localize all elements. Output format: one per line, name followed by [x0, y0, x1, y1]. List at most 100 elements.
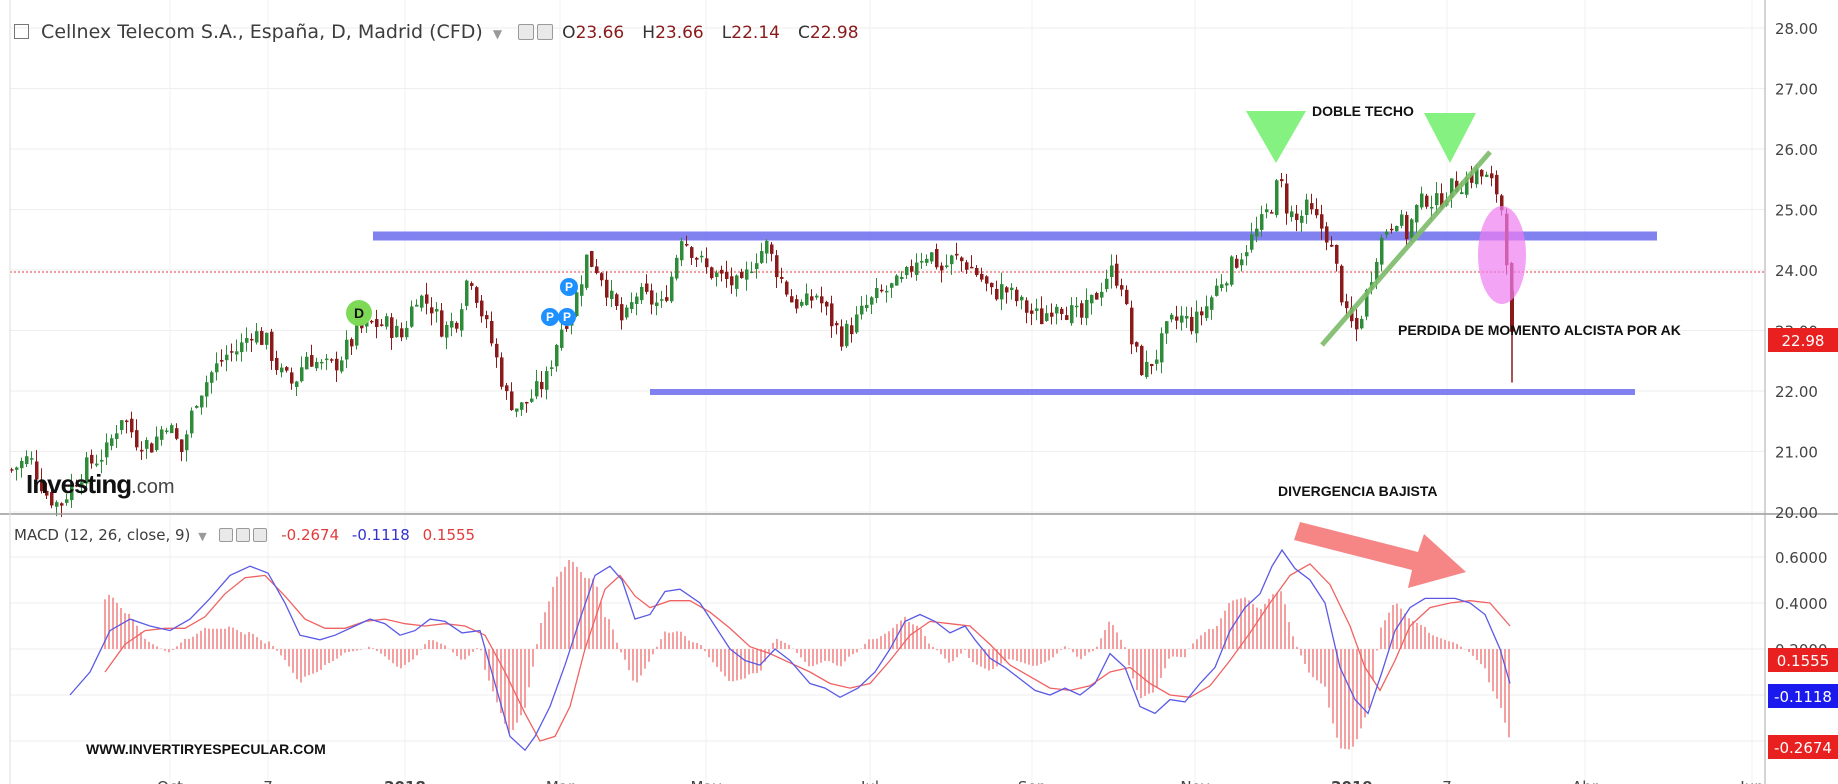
candle-body [405, 327, 409, 338]
candle-body [630, 302, 634, 310]
candle-body [190, 410, 194, 434]
chevron-down-icon[interactable]: ▼ [492, 27, 503, 41]
close-icon[interactable] [253, 528, 268, 542]
macd-tick-label: 0.4000 [1775, 595, 1828, 613]
candle-body [505, 385, 509, 392]
candle-body [1050, 312, 1054, 317]
candle-body [1125, 289, 1129, 305]
candle-body [135, 430, 139, 448]
candle-body [355, 324, 359, 346]
candle-body [1055, 306, 1059, 314]
eye-icon[interactable] [537, 24, 554, 40]
candle-body [1115, 263, 1119, 286]
candle-body [680, 241, 684, 261]
ohlc-low-value: 22.14 [731, 23, 780, 43]
candle-body [15, 467, 19, 470]
macd-lines [69, 548, 1511, 752]
event-marker[interactable]: P [560, 278, 578, 296]
candle-body [1070, 305, 1074, 324]
candle-body [75, 485, 79, 487]
macd-histogram-value: 0.1555 [422, 526, 476, 544]
candle-body [50, 492, 54, 506]
candle-body [615, 294, 619, 307]
candle-body [180, 439, 184, 452]
candle-body [1215, 285, 1219, 296]
candle-body [725, 271, 729, 279]
candle-body [790, 296, 794, 303]
candle-body [865, 304, 869, 309]
candle-body [445, 324, 449, 338]
dividend-marker[interactable]: D [346, 300, 372, 326]
macd-value-tag [1768, 684, 1838, 708]
candle-body [1375, 261, 1379, 280]
candle-body [805, 293, 809, 305]
macd-value-tag-text: -0.2674 [1774, 739, 1832, 757]
candle-body [250, 338, 254, 341]
candle-body [1120, 285, 1124, 290]
candle-body [215, 363, 219, 373]
price-tick-label: 28.00 [1775, 20, 1818, 38]
candle-body [715, 272, 719, 277]
candle-body [1395, 225, 1399, 232]
double-top-label: DOBLE TECHO [1312, 103, 1414, 119]
event-marker[interactable]: P [541, 308, 559, 326]
symbol-title: Cellnex Telecom S.A., España, D, Madrid … [41, 21, 483, 43]
candle-body [35, 461, 39, 480]
candle-body [275, 357, 279, 370]
candle-body [920, 261, 924, 263]
candle-body [675, 257, 679, 279]
candle-body [545, 371, 549, 390]
eye-icon[interactable] [236, 528, 251, 542]
candle-body [670, 276, 674, 302]
candle-body [845, 323, 849, 347]
candle-body [1075, 305, 1079, 308]
candle-body [565, 326, 569, 329]
candle-body [415, 304, 419, 307]
candle-body [110, 438, 114, 446]
candle-body [1335, 244, 1339, 264]
candle-body [435, 309, 439, 312]
candle-body [1105, 278, 1109, 290]
collapse-icon[interactable] [14, 24, 29, 39]
candle-body [510, 391, 514, 411]
candle-body [280, 367, 284, 373]
candle-body [1020, 296, 1024, 301]
event-marker[interactable]: P [558, 308, 576, 326]
candle-body [860, 305, 864, 315]
candle-body [940, 265, 944, 271]
candle-body [455, 322, 459, 329]
candle-body [1280, 179, 1284, 182]
candle-body [900, 276, 904, 280]
price-tick-label: 26.00 [1775, 141, 1818, 159]
candle-body [810, 296, 814, 301]
candle-body [785, 281, 789, 295]
candle-body [200, 395, 204, 408]
candle-body [1250, 234, 1254, 250]
candle-body [780, 277, 784, 279]
ohlc-close-value: 22.98 [809, 23, 859, 43]
candle-body [255, 331, 259, 343]
candle-body [1185, 316, 1189, 319]
chevron-down-icon[interactable]: ▼ [198, 530, 207, 543]
candle-body [480, 300, 484, 317]
settings-icon[interactable] [219, 528, 234, 542]
candle-body [735, 275, 739, 289]
candle-body [295, 381, 299, 387]
candle-body [425, 294, 429, 304]
candle-body [550, 367, 554, 369]
logo-text: Investing [26, 469, 132, 499]
settings-icon[interactable] [518, 24, 535, 40]
candle-body [765, 240, 769, 254]
candle-body [1190, 316, 1194, 332]
candle-body [705, 258, 709, 268]
x-tick-label: 7 [263, 778, 273, 784]
x-tick-label: Jun [1739, 778, 1763, 784]
candle-body [665, 297, 669, 301]
candle-body [1465, 177, 1469, 195]
candle-body [1145, 361, 1149, 377]
candle-body [1195, 311, 1199, 334]
price-tick-label: 27.00 [1775, 81, 1818, 99]
candle-body [770, 244, 774, 254]
